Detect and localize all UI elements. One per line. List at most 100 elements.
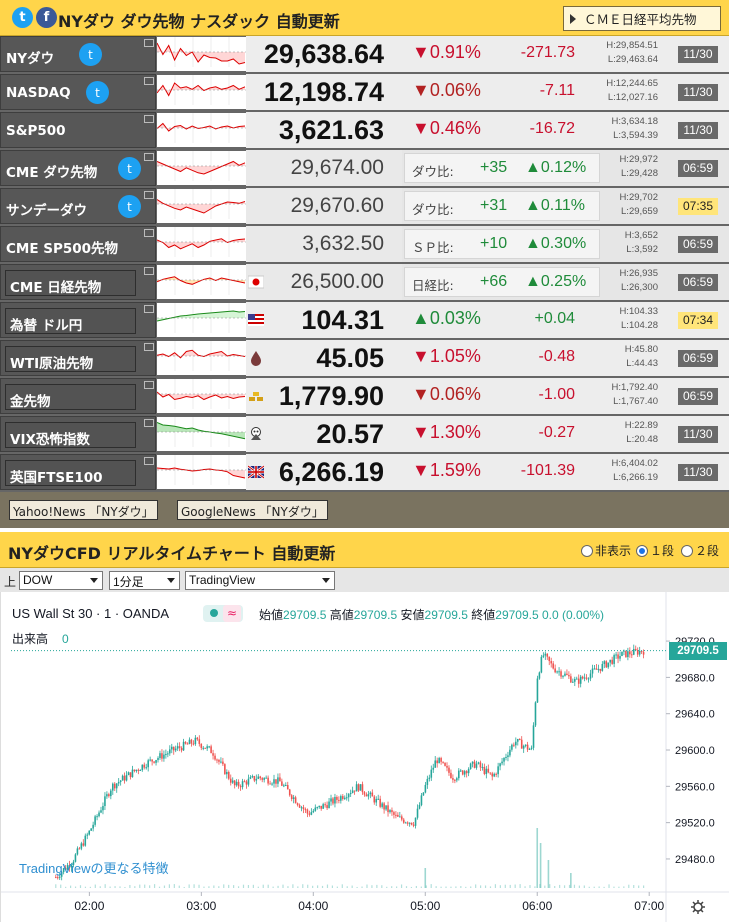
radio-two-row[interactable]: ２段 [681, 542, 719, 559]
market-row[interactable]: S&P500 3,621.63 ▼0.46% -16.72 H:3,634.18 L:3,… [0, 112, 729, 148]
expand-chart-icon[interactable] [144, 419, 154, 427]
expand-chart-icon[interactable] [144, 267, 154, 275]
market-name[interactable]: NASDAQ [6, 85, 71, 101]
market-row[interactable]: CME SP500先物 3,632.50 ＳＰ比: +10 ▲0.30% H:3,652 L… [0, 226, 729, 262]
expand-chart-icon[interactable] [144, 229, 154, 237]
market-name[interactable]: サンデーダウ [6, 203, 87, 219]
market-name[interactable]: CME 日経先物 [5, 270, 136, 296]
market-name-cell[interactable]: WTI原油先物 [0, 340, 156, 376]
market-low: L:1,767.40 [613, 396, 658, 407]
expand-chart-icon[interactable] [144, 305, 154, 313]
volume-bar [55, 884, 57, 888]
expand-chart-icon[interactable] [144, 77, 154, 85]
market-name-cell[interactable]: NASDAQ t [0, 74, 156, 110]
market-name-cell[interactable]: CME 日経先物 [0, 264, 156, 300]
sparkline-area [157, 199, 245, 213]
sparkline-chart[interactable] [157, 151, 246, 185]
sparkline-chart[interactable] [157, 417, 246, 451]
candle-body [605, 661, 608, 668]
radio-one-row[interactable]: １段 [636, 542, 674, 559]
market-row[interactable]: 金先物 1,779.90 ▼0.06% -1.00 H:1,792.40 L:1,767.… [0, 378, 729, 414]
market-name[interactable]: S&P500 [6, 123, 66, 139]
expand-chart-icon[interactable] [144, 381, 154, 389]
candle-body [111, 783, 114, 791]
google-news-link[interactable]: GoogleNews 「NYダウ」 [177, 500, 328, 520]
expand-chart-icon[interactable] [144, 39, 154, 47]
chart-settings-gear-icon[interactable] [690, 899, 706, 915]
market-row[interactable]: WTI原油先物 45.05 ▼1.05% -0.48 H:45.80 L:44.43 06:… [0, 340, 729, 376]
market-detail: ▲0.03% +0.04 H:104.33 L:104.28 07:34 [402, 302, 729, 338]
yahoo-news-link[interactable]: Yahoo!News 「NYダウ」 [9, 500, 158, 520]
cme-nikkei-button[interactable]: ＣＭＥ日経平均先物 [563, 6, 721, 31]
symbol-select[interactable]: DOW [19, 571, 103, 590]
chart-section-header: NYダウCFD リアルタイムチャート 自動更新 非表示 １段 ２段 [0, 532, 729, 568]
candle-body [277, 777, 279, 784]
market-row[interactable]: 英国FTSE100 6,266.19 ▼1.59% -101.39 H:6,404.02… [0, 454, 729, 490]
market-name-cell[interactable]: 金先物 [0, 378, 156, 414]
market-name-cell[interactable]: 英国FTSE100 [0, 454, 156, 490]
expand-chart-icon[interactable] [144, 153, 154, 161]
sparkline-chart[interactable] [157, 189, 246, 223]
expand-chart-icon[interactable] [144, 343, 154, 351]
twitter-share-icon[interactable]: t [12, 7, 33, 28]
candle-body [381, 803, 383, 807]
market-row[interactable]: CME 日経先物 26,500.00 日経比: +66 ▲0.25% H:26,935 L:… [0, 264, 729, 300]
expand-chart-icon[interactable] [144, 457, 154, 465]
tradingview-features-link[interactable]: TradingViewの更なる特徴 [19, 861, 169, 876]
market-name-cell[interactable]: S&P500 [0, 112, 156, 148]
market-row[interactable]: NASDAQ t 12,198.74 ▼0.06% -7.11 H:12,244.65 L:… [0, 74, 729, 110]
sparkline-chart[interactable] [157, 303, 246, 337]
volume-legend: 出来高 0 [12, 630, 69, 647]
market-name-cell[interactable]: 為替 ドル円 [0, 302, 156, 338]
market-name-cell[interactable]: CME SP500先物 [0, 226, 156, 262]
facebook-share-icon[interactable]: f [36, 7, 57, 28]
sparkline-chart[interactable] [157, 75, 246, 109]
candle-body [336, 796, 338, 800]
market-name[interactable]: 英国FTSE100 [5, 460, 136, 486]
market-name[interactable]: 為替 ドル円 [5, 308, 136, 334]
market-name[interactable]: VIX恐怖指数 [5, 422, 136, 448]
radio-hide[interactable]: 非表示 [581, 542, 631, 559]
candle-body [562, 675, 564, 677]
market-name[interactable]: WTI原油先物 [5, 346, 136, 372]
market-name[interactable]: 金先物 [5, 384, 136, 410]
market-name-cell[interactable]: NYダウ t [0, 36, 156, 72]
sparkline-chart[interactable] [157, 379, 246, 413]
x-tick-label: 04:00 [298, 899, 328, 913]
market-row[interactable]: VIX恐怖指数 20.57 ▼1.30% -0.27 H:22.89 L:20.48 11/… [0, 416, 729, 452]
candle-body [283, 785, 285, 787]
chart-canvas[interactable]: 29720.029680.029640.029600.029560.029520… [1, 592, 729, 922]
sparkline-chart[interactable] [157, 455, 246, 489]
sparkline-chart[interactable] [157, 227, 246, 261]
market-row[interactable]: 為替 ドル円 104.31 ▲0.03% +0.04 H:104.33 L:104.28 0… [0, 302, 729, 338]
market-name[interactable]: CME SP500先物 [6, 241, 119, 257]
market-name-cell[interactable]: サンデーダウ t [0, 188, 156, 224]
candle-body [387, 805, 389, 813]
market-pct-change: ▼0.91% [412, 42, 481, 62]
volume-bar [405, 886, 408, 888]
market-name[interactable]: NYダウ [6, 51, 55, 67]
market-name-cell[interactable]: VIX恐怖指数 [0, 416, 156, 452]
sparkline-chart[interactable] [157, 265, 246, 299]
twitter-icon[interactable]: t [86, 81, 109, 104]
tradingview-chart[interactable]: 29720.029680.029640.029600.029560.029520… [0, 592, 729, 922]
expand-chart-icon[interactable] [144, 191, 154, 199]
market-name-cell[interactable]: CME ダウ先物 t [0, 150, 156, 186]
market-row[interactable]: サンデーダウ t 29,670.60 ダウ比: +31 ▲0.11% H:29,702 L:2… [0, 188, 729, 224]
market-row[interactable]: CME ダウ先物 t 29,674.00 ダウ比: +35 ▲0.12% H:29,972 L… [0, 150, 729, 186]
market-row[interactable]: NYダウ t 29,638.64 ▼0.91% -271.73 H:29,854.51 L:… [0, 36, 729, 72]
sparkline-chart[interactable] [157, 341, 246, 375]
interval-select[interactable]: 1分足 [109, 571, 180, 590]
sparkline-chart[interactable] [157, 37, 246, 71]
candle-body [139, 770, 142, 772]
twitter-icon[interactable]: t [79, 43, 102, 66]
twitter-icon[interactable]: t [118, 157, 141, 180]
market-name[interactable]: CME ダウ先物 [6, 165, 98, 181]
market-detail: ▼0.91% -271.73 H:29,854.51 L:29,463.64 11/30 [402, 36, 729, 72]
twitter-icon[interactable]: t [118, 195, 141, 218]
sparkline-chart[interactable] [157, 113, 246, 147]
candle-body [133, 769, 136, 772]
expand-chart-icon[interactable] [144, 115, 154, 123]
volume-bar [60, 884, 62, 888]
provider-select[interactable]: TradingView [185, 571, 335, 590]
